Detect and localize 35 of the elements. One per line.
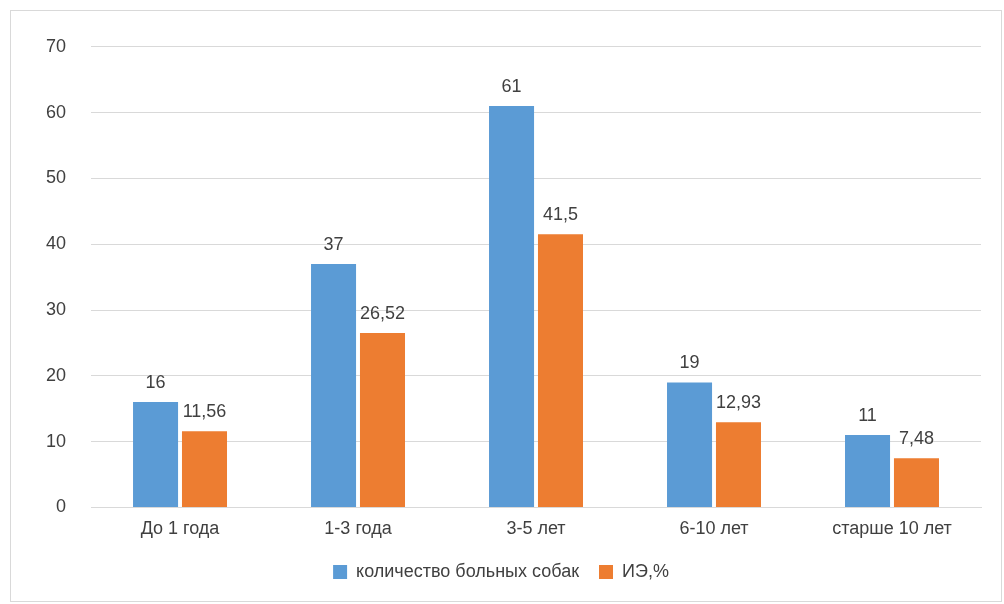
- x-tick-label: До 1 года: [140, 518, 221, 539]
- data-label: 16: [145, 372, 166, 393]
- data-label: 7,48: [898, 428, 934, 449]
- y-tick-label: 10: [45, 430, 67, 451]
- y-tick-label: 40: [45, 233, 67, 254]
- data-label: 41,5: [542, 204, 579, 225]
- bar: [715, 422, 761, 507]
- data-label: 37: [323, 233, 344, 254]
- y-tick-label: 30: [45, 298, 67, 319]
- x-tick-label: старше 10 лет: [832, 518, 952, 539]
- x-tick-label: 6-10 лет: [679, 518, 749, 539]
- bar: [667, 382, 713, 507]
- bar: [359, 332, 406, 507]
- data-label: 26,52: [359, 302, 406, 323]
- x-tick-label: 1-3 года: [324, 518, 393, 539]
- bar: [893, 458, 939, 507]
- bar: [537, 234, 583, 507]
- data-label: 12,93: [715, 392, 761, 413]
- x-tick-label: 3-5 лет: [506, 518, 566, 539]
- y-tick-label: 70: [45, 35, 67, 56]
- bar: [845, 435, 891, 507]
- legend-label: количество больных собак: [356, 560, 580, 581]
- data-label: 11,56: [182, 401, 227, 422]
- y-tick-label: 20: [45, 364, 67, 385]
- y-tick-label: 50: [45, 167, 67, 188]
- bar: [489, 106, 535, 507]
- data-label: 61: [501, 75, 522, 96]
- bar: [181, 431, 228, 507]
- data-label: 19: [679, 352, 700, 373]
- bar: [133, 402, 179, 507]
- legend-label: ИЭ,%: [622, 560, 669, 581]
- y-tick-label: 60: [45, 101, 67, 122]
- y-tick-label: 0: [56, 496, 67, 517]
- data-label: 11: [858, 404, 877, 425]
- bar: [311, 263, 357, 507]
